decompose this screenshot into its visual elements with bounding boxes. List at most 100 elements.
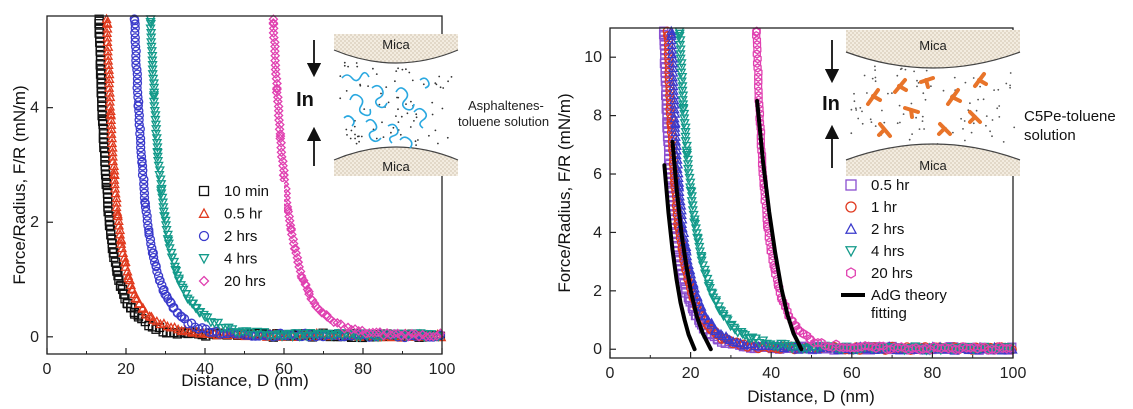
solvent-dot xyxy=(918,128,921,131)
data-point xyxy=(914,344,925,354)
data-point xyxy=(353,326,364,336)
left-axis-ticks: 0 20 40 60 80 100 0 2 4 xyxy=(30,100,455,378)
data-point xyxy=(676,68,687,79)
solvent-dot xyxy=(339,97,342,100)
data-point xyxy=(703,282,714,292)
data-point xyxy=(273,105,284,116)
solvent-dot xyxy=(442,87,445,89)
solvent-dot xyxy=(1002,141,1005,143)
solvent-dot xyxy=(1009,86,1011,89)
solvent-dot xyxy=(397,108,399,111)
data-point xyxy=(929,341,939,352)
solvent-dot xyxy=(378,103,381,106)
data-point xyxy=(683,169,694,179)
data-point xyxy=(131,60,141,70)
data-point xyxy=(137,157,147,167)
data-point xyxy=(119,257,130,267)
data-point xyxy=(378,330,389,341)
legend-background xyxy=(194,182,284,296)
data-point xyxy=(137,161,148,171)
data-point xyxy=(305,329,316,339)
data-point xyxy=(95,51,106,61)
solvent-dot xyxy=(972,77,975,79)
solvent-dot xyxy=(367,85,369,87)
data-point xyxy=(111,197,122,207)
data-point xyxy=(146,47,157,57)
data-point xyxy=(316,307,327,318)
left-chart: 0 20 40 60 80 100 0 2 4 Distance, D (nm) Force/R… xyxy=(10,13,549,390)
solvent-dot xyxy=(874,69,876,71)
data-point xyxy=(680,123,691,134)
data-point xyxy=(294,261,305,272)
data-point xyxy=(119,289,129,299)
x-tick-label: 20 xyxy=(682,365,700,382)
data-point xyxy=(205,328,216,338)
data-point xyxy=(146,33,157,43)
data-point xyxy=(95,32,105,43)
data-point xyxy=(403,331,414,342)
data-point xyxy=(133,87,143,98)
data-point xyxy=(105,105,116,116)
data-point xyxy=(133,298,145,309)
data-point xyxy=(104,68,115,79)
data-point xyxy=(230,328,241,338)
data-point xyxy=(135,133,146,144)
solvent-dot xyxy=(887,92,889,95)
data-point xyxy=(813,337,823,348)
data-point xyxy=(272,92,283,103)
data-point xyxy=(268,32,279,43)
x-tick-label: 20 xyxy=(117,361,135,378)
solvent-dot xyxy=(406,112,409,115)
right-inset-diagram: Mica Mica In C5Pe-toluene solution xyxy=(822,30,1116,176)
solvent-dot xyxy=(853,100,856,103)
data-point xyxy=(139,183,149,194)
legend-marker xyxy=(845,201,857,213)
data-point xyxy=(105,221,115,231)
data-point xyxy=(276,151,287,162)
solvent-dot xyxy=(960,117,962,120)
y-tick-label: 2 xyxy=(593,283,602,300)
data-point xyxy=(680,137,691,147)
data-point xyxy=(288,234,299,245)
data-point xyxy=(205,318,217,328)
solvent-dot xyxy=(380,92,382,95)
solvent-dot xyxy=(850,132,853,135)
data-point xyxy=(687,201,698,211)
solvent-dot xyxy=(422,83,425,86)
data-point xyxy=(346,324,357,335)
solvent-dot xyxy=(415,144,417,147)
y-tick-label: 6 xyxy=(593,166,602,183)
data-point xyxy=(282,202,293,212)
y-tick-label: 10 xyxy=(584,49,602,66)
data-point xyxy=(691,229,702,239)
solvent-dot xyxy=(431,101,434,104)
data-point xyxy=(754,338,765,349)
data-point xyxy=(103,59,114,69)
data-point xyxy=(666,28,677,38)
data-point xyxy=(279,174,290,185)
data-point xyxy=(135,129,145,139)
data-point xyxy=(284,215,295,226)
solvent-dot xyxy=(1009,72,1012,74)
data-point xyxy=(151,315,162,326)
solvent-dot xyxy=(891,92,893,94)
data-point xyxy=(270,50,281,61)
data-point xyxy=(667,44,678,54)
legend-label: 4 hrs xyxy=(224,251,257,268)
data-point xyxy=(708,293,719,303)
data-point xyxy=(151,134,162,144)
data-point xyxy=(666,39,678,50)
x-tick-label: 40 xyxy=(196,361,214,378)
data-point xyxy=(160,221,172,231)
data-point xyxy=(431,331,442,341)
x-tick-label: 60 xyxy=(275,361,293,378)
solvent-dot xyxy=(372,67,374,70)
solvent-dot xyxy=(356,65,359,68)
data-point xyxy=(109,178,120,189)
data-point xyxy=(821,341,830,351)
solvent-dot xyxy=(925,69,928,72)
data-point xyxy=(148,83,160,94)
data-point xyxy=(674,29,685,40)
right-inset-bottom-mica: Mica xyxy=(919,158,947,173)
series-2-hrs xyxy=(129,14,446,343)
